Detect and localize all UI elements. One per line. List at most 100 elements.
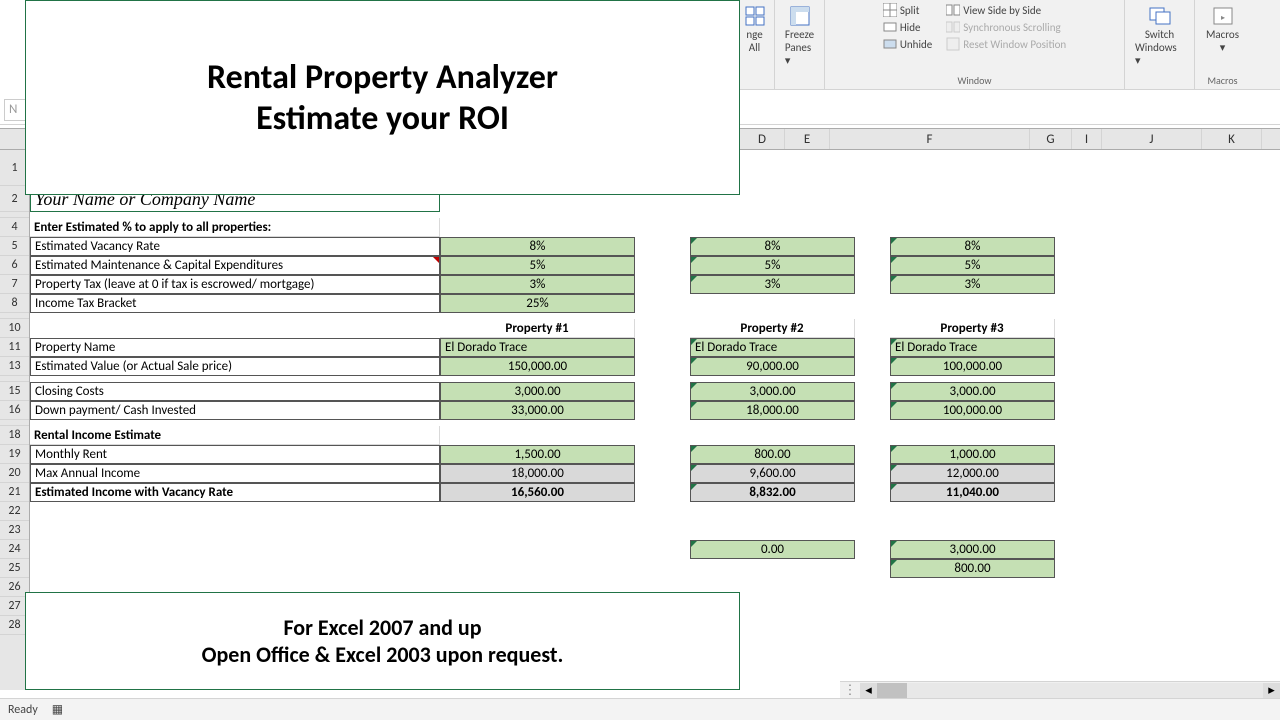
closing-label: Closing Costs: [30, 382, 440, 401]
footer-overlay: For Excel 2007 and up Open Office & Exce…: [25, 592, 740, 690]
view-side-icon: [946, 3, 960, 17]
down-p3[interactable]: 100,000.00: [890, 401, 1055, 420]
split-button[interactable]: Split: [881, 2, 934, 18]
arrange-label: nge: [746, 28, 762, 41]
vacancy-p2[interactable]: 8%: [690, 237, 855, 256]
macro-record-icon[interactable]: ▦: [52, 702, 63, 717]
maint-p3[interactable]: 5%: [890, 256, 1055, 275]
switch-windows-button[interactable]: Switch Windows ▾: [1131, 2, 1188, 69]
maxinc-p3[interactable]: 12,000.00: [890, 464, 1055, 483]
col-k[interactable]: K: [1202, 129, 1262, 149]
hide-icon: [883, 20, 897, 34]
proptax-p2[interactable]: 3%: [690, 275, 855, 294]
prop2-header: Property #2: [690, 319, 855, 338]
freeze-label: Freeze: [785, 28, 814, 41]
closing-p2[interactable]: 3,000.00: [690, 382, 855, 401]
rent-p1[interactable]: 1,500.00: [440, 445, 635, 464]
closing-p3[interactable]: 3,000.00: [890, 382, 1055, 401]
down-p1[interactable]: 33,000.00: [440, 401, 635, 420]
propname-p1[interactable]: El Dorado Trace: [440, 338, 635, 357]
title-line-1: Rental Property Analyzer: [207, 57, 558, 98]
col-e[interactable]: E: [785, 129, 830, 149]
col-f[interactable]: F: [830, 129, 1030, 149]
enter-est-label: Enter Estimated % to apply to all proper…: [30, 218, 440, 237]
window-group-label: Window: [957, 72, 991, 87]
unhide-icon: [883, 37, 897, 51]
sync-icon: [946, 20, 960, 34]
prop3-header: Property #3: [890, 319, 1055, 338]
proptax-p1[interactable]: 3%: [440, 275, 635, 294]
scroll-thumb[interactable]: [877, 683, 907, 698]
footer-line-1: For Excel 2007 and up: [283, 614, 481, 641]
horizontal-scrollbar[interactable]: ⋮ ◂ ▸: [840, 681, 1280, 698]
estval-p1[interactable]: 150,000.00: [440, 357, 635, 376]
reset-pos-button[interactable]: Reset Window Position: [944, 36, 1068, 52]
footer-line-2: Open Office & Excel 2003 upon request.: [202, 641, 564, 668]
inctax-label: Income Tax Bracket: [30, 294, 440, 313]
r25-p3[interactable]: 800.00: [890, 559, 1055, 578]
estinc-label: Estimated Income with Vacancy Rate: [30, 483, 440, 502]
macros-group-label: Macros: [1207, 72, 1237, 87]
rent-p2[interactable]: 800.00: [690, 445, 855, 464]
estinc-p3[interactable]: 11,040.00: [890, 483, 1055, 502]
col-d[interactable]: D: [740, 129, 785, 149]
vacancy-p3[interactable]: 8%: [890, 237, 1055, 256]
freeze-icon: [788, 4, 812, 28]
status-bar: Ready ▦: [0, 698, 1280, 720]
scroll-left-button[interactable]: ◂: [860, 683, 877, 698]
col-i[interactable]: I: [1072, 129, 1102, 149]
switch-sub: Windows ▾: [1135, 41, 1184, 67]
freeze-panes-button[interactable]: Freeze Panes ▾: [781, 2, 818, 69]
r24-p3[interactable]: 3,000.00: [890, 540, 1055, 559]
estinc-p2[interactable]: 8,832.00: [690, 483, 855, 502]
closing-p1[interactable]: 3,000.00: [440, 382, 635, 401]
col-j[interactable]: J: [1102, 129, 1202, 149]
vacancy-p1[interactable]: 8%: [440, 237, 635, 256]
estval-label: Estimated Value (or Actual Sale price): [30, 357, 440, 376]
maint-label: Estimated Maintenance & Capital Expendit…: [30, 256, 440, 275]
estval-p3[interactable]: 100,000.00: [890, 357, 1055, 376]
arrange-sub: All: [749, 41, 760, 54]
vacancy-label: Estimated Vacancy Rate: [30, 237, 440, 256]
macros-label: Macros: [1206, 28, 1239, 41]
maxinc-p1[interactable]: 18,000.00: [440, 464, 635, 483]
arrange-all-button[interactable]: nge All: [739, 2, 771, 56]
proptax-p3[interactable]: 3%: [890, 275, 1055, 294]
title-line-2: Estimate your ROI: [256, 98, 509, 139]
col-g[interactable]: G: [1030, 129, 1072, 149]
status-text: Ready: [8, 703, 38, 717]
arrange-icon: [743, 4, 767, 28]
switch-label: Switch: [1145, 28, 1174, 41]
inctax-p1[interactable]: 25%: [440, 294, 635, 313]
maint-p1[interactable]: 5%: [440, 256, 635, 275]
sync-scroll-button[interactable]: Synchronous Scrolling: [944, 19, 1068, 35]
r24-p2[interactable]: 0.00: [690, 540, 855, 559]
down-p2[interactable]: 18,000.00: [690, 401, 855, 420]
split-icon: [883, 3, 897, 17]
proptax-label: Property Tax (leave at 0 if tax is escro…: [30, 275, 440, 294]
maxinc-p2[interactable]: 9,600.00: [690, 464, 855, 483]
freeze-sub: Panes ▾: [785, 41, 814, 67]
macros-sub: ▾: [1220, 41, 1226, 54]
unhide-button[interactable]: Unhide: [881, 36, 934, 52]
propname-p3[interactable]: El Dorado Trace: [890, 338, 1055, 357]
prop1-header: Property #1: [440, 319, 635, 338]
down-label: Down payment/ Cash Invested: [30, 401, 440, 420]
ribbon: nge All Freeze Panes ▾ Split Hide Unhide…: [735, 0, 1280, 90]
svg-text:▸: ▸: [1220, 13, 1224, 23]
title-overlay: Rental Property Analyzer Estimate your R…: [25, 0, 740, 195]
propname-label: Property Name: [30, 338, 440, 357]
scroll-right-button[interactable]: ▸: [1263, 683, 1280, 698]
hide-button[interactable]: Hide: [881, 19, 934, 35]
estinc-p1[interactable]: 16,560.00: [440, 483, 635, 502]
rent-label: Monthly Rent: [30, 445, 440, 464]
propname-p2[interactable]: El Dorado Trace: [690, 338, 855, 357]
macros-icon: ▸: [1211, 4, 1235, 28]
rent-p3[interactable]: 1,000.00: [890, 445, 1055, 464]
switch-icon: [1148, 4, 1172, 28]
view-side-button[interactable]: View Side by Side: [944, 2, 1068, 18]
macros-button[interactable]: ▸ Macros ▾: [1202, 2, 1243, 56]
reset-icon: [946, 37, 960, 51]
estval-p2[interactable]: 90,000.00: [690, 357, 855, 376]
maint-p2[interactable]: 5%: [690, 256, 855, 275]
